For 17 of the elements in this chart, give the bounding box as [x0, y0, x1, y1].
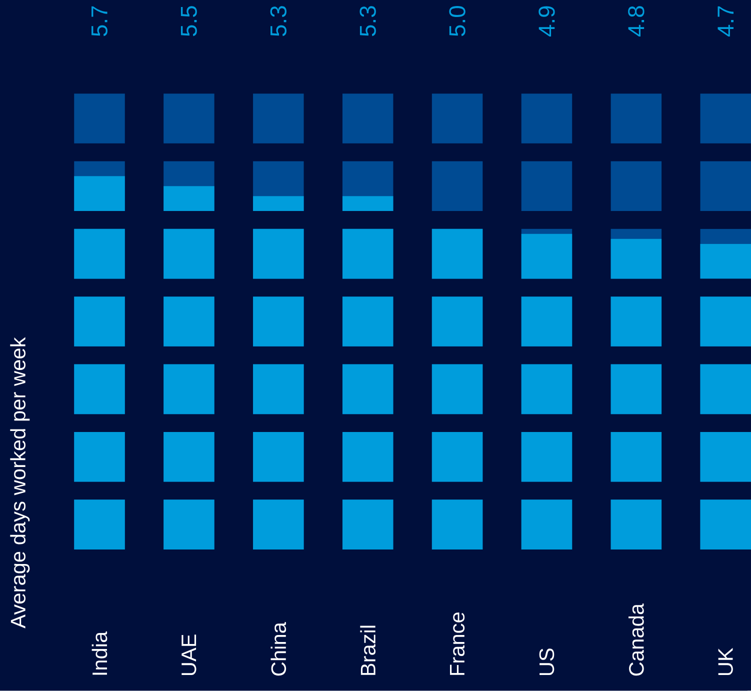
data-label: 4.9 — [538, 6, 555, 37]
category-label: Canada — [628, 604, 644, 676]
data-label: 4.8 — [628, 6, 644, 37]
data-label: 4.7 — [718, 6, 734, 37]
category-label: UK — [718, 648, 733, 676]
category-label: US — [539, 648, 554, 676]
data-label: 5.0 — [449, 6, 466, 36]
category-label: India — [92, 631, 108, 675]
text: Average days worked per week — [10, 337, 30, 628]
data-label: 5.3 — [360, 6, 376, 36]
category-label: Brazil — [360, 626, 376, 676]
data-label: 5.5 — [180, 6, 197, 36]
category-label: France — [450, 612, 465, 676]
category-label: UAE — [182, 634, 196, 676]
category-label: China — [270, 622, 286, 676]
data-label: 5.7 — [92, 6, 108, 36]
data-label: 5.3 — [270, 6, 286, 36]
